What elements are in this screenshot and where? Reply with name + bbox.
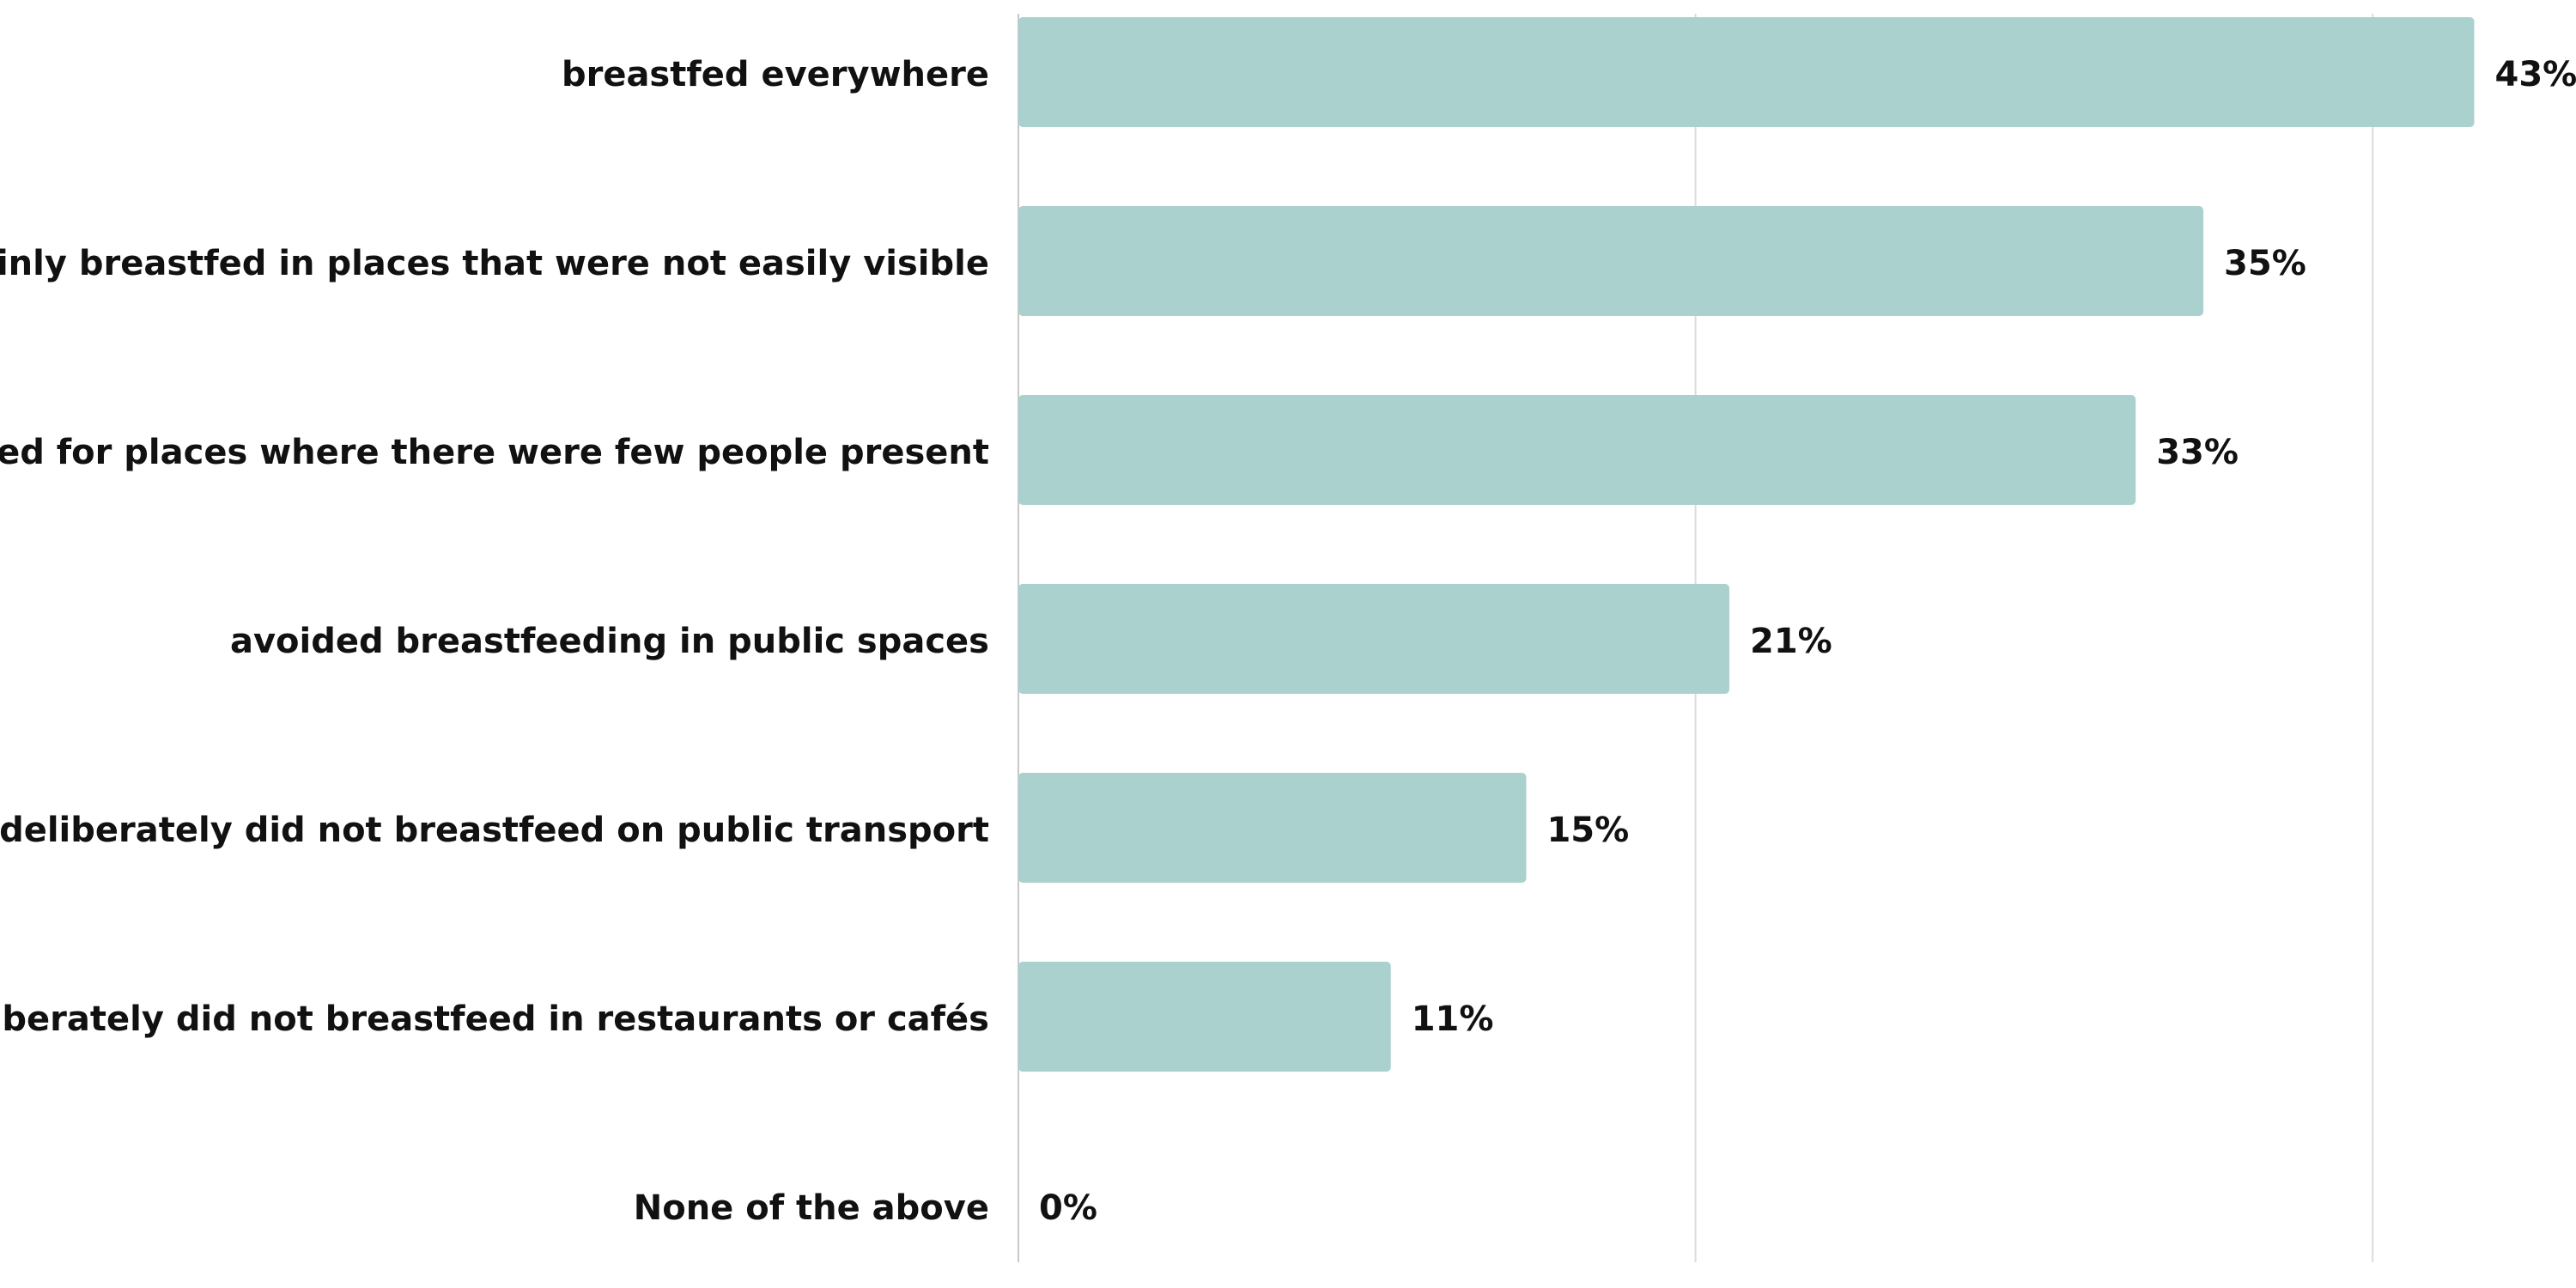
bar-5 [1018, 962, 1391, 1072]
category-label-6: None of the above [634, 1188, 989, 1228]
category-label-3: avoided breastfeeding in public spaces [230, 622, 989, 661]
bars [1018, 17, 2475, 1072]
category-label-1: mainly breastfed in places that were not… [0, 244, 989, 283]
category-label-2: looked for places where there were few p… [0, 433, 989, 472]
value-label-2: 33% [2156, 433, 2239, 472]
bar-2 [1018, 395, 2136, 505]
bar-4 [1018, 773, 1527, 883]
value-label-4: 15% [1546, 811, 1629, 850]
value-label-6: 0% [1039, 1188, 1097, 1228]
category-label-5: deliberately did not breastfeed in resta… [0, 999, 989, 1039]
category-label-4: deliberately did not breastfeed on publi… [0, 811, 989, 850]
category-labels: breastfed everywhere mainly breastfed in … [0, 55, 989, 1228]
category-label-0: breastfed everywhere [562, 55, 989, 94]
bar-0 [1018, 17, 2475, 127]
value-label-1: 35% [2224, 244, 2306, 283]
value-label-0: 43% [2494, 55, 2576, 94]
value-labels: 43% 35% 33% 21% 15% 11% 0% [1039, 55, 2576, 1228]
value-label-3: 21% [1750, 622, 1832, 661]
bar-3 [1018, 584, 1730, 694]
value-label-5: 11% [1412, 999, 1494, 1039]
bar-1 [1018, 206, 2204, 316]
